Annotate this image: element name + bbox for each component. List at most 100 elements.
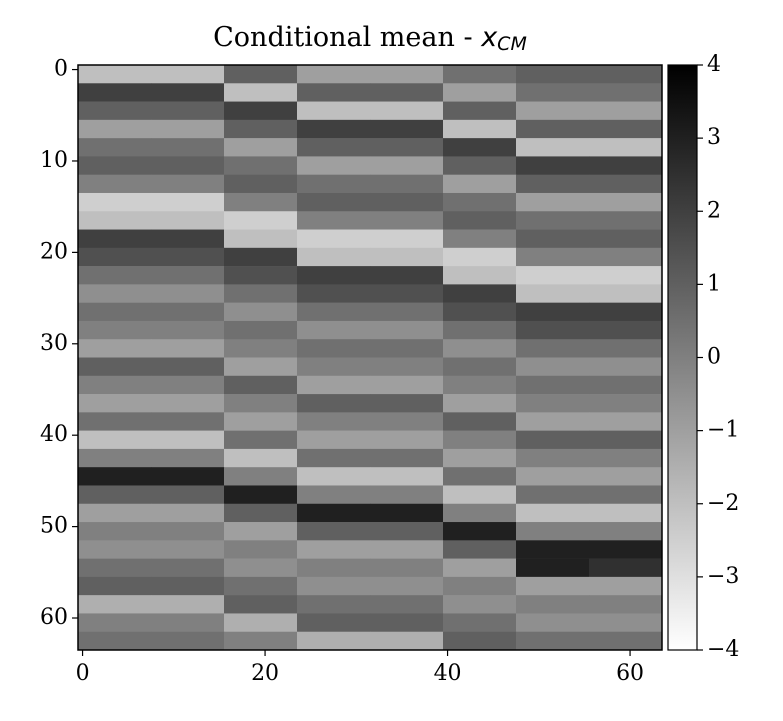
heatmap-cell	[297, 284, 371, 303]
heatmap-cell	[151, 540, 225, 559]
heatmap-cell	[443, 211, 517, 230]
heatmap-cell	[297, 302, 371, 322]
heatmap-cell	[224, 83, 298, 102]
heatmap-cell	[589, 156, 663, 175]
heatmap-cell	[443, 613, 517, 633]
heatmap-cell	[224, 412, 298, 431]
heatmap-cell	[224, 211, 298, 230]
heatmap-cell	[516, 138, 590, 157]
y-tick-label: 60	[40, 605, 68, 630]
heatmap-cell	[224, 302, 298, 322]
heatmap-cell	[297, 558, 371, 578]
heatmap-cell	[443, 174, 517, 194]
heatmap-cell	[151, 229, 225, 249]
heatmap-cell	[370, 101, 444, 121]
heatmap-cell	[151, 412, 225, 431]
heatmap-cell	[78, 412, 152, 431]
x-tick-label: 40	[434, 661, 462, 686]
heatmap-cell	[370, 448, 444, 468]
heatmap-cell	[443, 467, 517, 486]
heatmap-cell	[297, 357, 371, 377]
heatmap-cell	[224, 247, 298, 267]
heatmap-cell	[370, 467, 444, 486]
heatmap-cell	[443, 339, 517, 358]
heatmap-cell	[589, 375, 663, 395]
heatmap-cell	[297, 375, 371, 395]
heatmap-cell	[297, 192, 371, 212]
heatmap-cell	[370, 576, 444, 596]
heatmap-cell	[443, 430, 517, 450]
heatmap-cell	[516, 192, 590, 212]
heatmap-cell	[516, 631, 590, 651]
title-symbol: x	[480, 22, 498, 53]
colorbar-tick-label: 3	[707, 125, 721, 150]
heatmap-cell	[78, 522, 152, 541]
heatmap-cell	[370, 266, 444, 285]
heatmap-cell	[370, 211, 444, 230]
heatmap-cell	[224, 522, 298, 541]
heatmap-cell	[151, 430, 225, 450]
heatmap-cell	[589, 65, 663, 84]
heatmap-cell	[516, 119, 590, 139]
heatmap-cell	[589, 266, 663, 285]
heatmap-cell	[151, 375, 225, 395]
heatmap-cell	[370, 375, 444, 395]
heatmap-cell	[151, 631, 225, 651]
heatmap-cell	[589, 192, 663, 212]
heatmap-cell	[297, 119, 371, 139]
heatmap-cell	[78, 631, 152, 651]
heatmap-cell	[224, 576, 298, 596]
heatmap-cell	[151, 576, 225, 596]
heatmap-cell	[224, 229, 298, 249]
heatmap-cell	[516, 412, 590, 431]
heatmap-cell	[589, 412, 663, 431]
heatmap-cell	[78, 83, 152, 102]
heatmap-cell	[297, 138, 371, 157]
heatmap-cell	[78, 558, 152, 578]
heatmap-cell	[78, 302, 152, 322]
heatmap-cell	[297, 339, 371, 358]
heatmap-cell	[589, 247, 663, 267]
heatmap-cell	[370, 83, 444, 102]
chart-title: Conditional mean - xCM	[213, 22, 527, 55]
heatmap-cell	[589, 522, 663, 541]
heatmap-cell	[78, 595, 152, 614]
heatmap-cell	[443, 192, 517, 212]
x-tick-label: 20	[251, 661, 279, 686]
heatmap-cell	[297, 247, 371, 267]
heatmap-cell	[78, 138, 152, 157]
heatmap-cell	[370, 503, 444, 523]
heatmap-cell	[589, 595, 663, 614]
heatmap-cell	[224, 448, 298, 468]
heatmap-cell	[516, 284, 590, 303]
heatmap-cell	[78, 65, 152, 84]
heatmap-cell	[370, 485, 444, 505]
heatmap-cell	[78, 357, 152, 377]
heatmap-cell	[78, 430, 152, 450]
heatmap-cell	[370, 613, 444, 633]
heatmap-cell	[151, 485, 225, 505]
heatmap-cell	[224, 430, 298, 450]
heatmap-cell	[370, 595, 444, 614]
heatmap-cell	[589, 631, 663, 651]
heatmap-cell	[224, 394, 298, 413]
heatmap-cell	[370, 394, 444, 413]
heatmap-cell	[224, 156, 298, 175]
heatmap-cell	[516, 266, 590, 285]
heatmap-cell	[370, 65, 444, 84]
heatmap-cell	[297, 156, 371, 175]
heatmap-cell	[151, 558, 225, 578]
heatmap-cell	[589, 467, 663, 486]
y-tick-label: 20	[40, 239, 68, 264]
plot-frame	[77, 64, 663, 651]
heatmap-cell	[443, 83, 517, 102]
heatmap-cell	[516, 558, 590, 578]
heatmap-cell	[443, 65, 517, 84]
y-tick-label: 30	[40, 331, 68, 356]
heatmap-cell	[589, 558, 663, 578]
heatmap-cell	[443, 101, 517, 121]
heatmap-cell	[443, 485, 517, 505]
heatmap-cell	[370, 302, 444, 322]
heatmap-cell	[370, 412, 444, 431]
